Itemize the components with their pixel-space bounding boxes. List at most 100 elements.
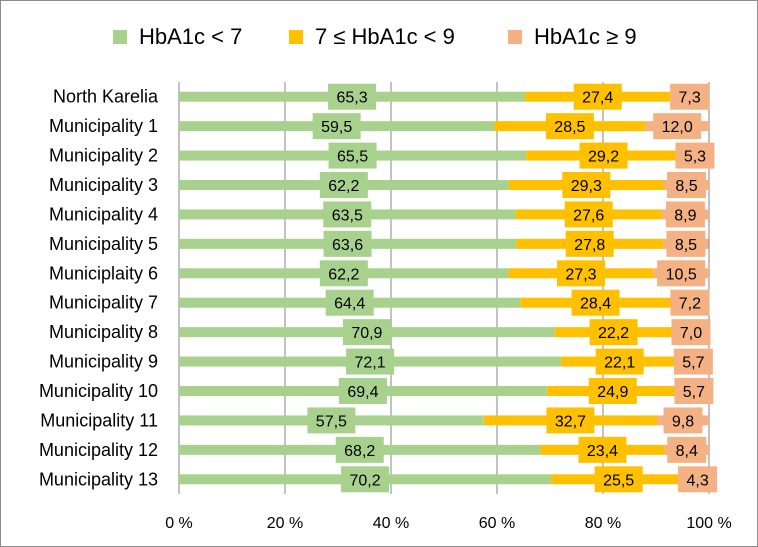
- data-label-box: [678, 466, 718, 493]
- data-label-box: [670, 289, 710, 316]
- category-label: Municipality 2: [49, 146, 158, 166]
- category-label: Municipality 1: [49, 116, 158, 136]
- legend: HbA1c < 7 7 ≤ HbA1c < 9 HbA1c ≥ 9: [113, 24, 637, 49]
- data-label: 8,5: [675, 178, 697, 195]
- category-label: Municipality 10: [39, 381, 158, 401]
- legend-label: HbA1c ≥ 9: [534, 24, 637, 49]
- data-label: 22,2: [598, 325, 629, 342]
- data-label-box: [328, 83, 377, 110]
- data-label: 8,4: [676, 443, 698, 460]
- data-label: 8,5: [675, 237, 697, 254]
- data-label: 27,4: [582, 90, 613, 107]
- data-label-box: [319, 260, 368, 287]
- data-label: 27,6: [573, 207, 604, 224]
- data-label: 24,9: [597, 384, 628, 401]
- data-label: 4,3: [686, 472, 708, 489]
- data-label: 68,2: [344, 443, 375, 460]
- data-label: 7,3: [679, 90, 701, 107]
- data-label-box: [573, 83, 622, 110]
- data-label-box: [564, 201, 613, 228]
- data-label-box: [325, 289, 374, 316]
- data-label-box: [346, 348, 395, 375]
- category-label: Municipality 5: [49, 234, 158, 254]
- x-tick-label: 60 %: [479, 515, 515, 532]
- data-label: 63,5: [332, 207, 363, 224]
- legend-label: HbA1c < 7: [139, 24, 242, 49]
- data-label-box: [673, 348, 713, 375]
- x-tick-label: 20 %: [267, 515, 303, 532]
- data-label: 8,9: [674, 207, 696, 224]
- data-label-box: [657, 260, 706, 287]
- data-label: 10,5: [666, 266, 697, 283]
- category-label: Municipality 4: [49, 204, 158, 224]
- category-labels: North Karelia Municipality 1 Municipality …: [39, 87, 159, 490]
- data-label: 69,4: [347, 384, 378, 401]
- data-label-box: [663, 407, 703, 434]
- data-label: 7,0: [680, 325, 702, 342]
- data-label: 70,2: [349, 472, 380, 489]
- data-label: 5,3: [684, 149, 706, 166]
- data-label-box: [653, 113, 702, 140]
- data-label: 29,2: [588, 149, 619, 166]
- data-label-box: [319, 172, 368, 198]
- data-label-box: [666, 172, 706, 198]
- category-label: Municipality 13: [39, 469, 158, 489]
- x-tick-labels: 0 % 20 % 40 % 60 % 80 % 100 %: [165, 515, 731, 532]
- data-label: 70,9: [351, 325, 382, 342]
- data-label: 12,0: [662, 119, 693, 136]
- data-label-box: [666, 230, 706, 257]
- data-label: 63,6: [332, 237, 363, 254]
- x-tick-label: 100 %: [686, 515, 731, 532]
- data-label-box: [589, 319, 638, 346]
- data-label: 27,3: [565, 266, 596, 283]
- data-label: 65,3: [336, 90, 367, 107]
- data-label-box: [674, 378, 714, 404]
- data-label: 5,7: [682, 355, 704, 372]
- data-label-box: [595, 348, 644, 375]
- data-label-box: [667, 436, 707, 463]
- category-label: Municipality 7: [49, 293, 158, 313]
- data-label: 22,1: [604, 355, 635, 372]
- category-label: Municipality 12: [39, 440, 158, 460]
- data-label: 62,2: [328, 266, 359, 283]
- data-label-box: [335, 436, 384, 463]
- data-label-box: [594, 466, 643, 493]
- bars: 65,3 27,4 7,3 59,5 28,5 12,0 65,5 29,2 5,3 62,2 29…: [179, 83, 718, 493]
- data-label-box: [579, 142, 628, 169]
- data-label: 72,1: [354, 355, 385, 372]
- data-label-box: [342, 319, 391, 346]
- legend-swatch: [113, 30, 127, 44]
- data-label: 32,7: [555, 413, 586, 430]
- data-label-box: [562, 172, 611, 198]
- x-tick-label: 40 %: [373, 515, 409, 532]
- data-label: 59,5: [321, 119, 352, 136]
- data-label: 64,4: [334, 296, 365, 313]
- data-label: 28,5: [554, 119, 585, 136]
- data-label-box: [588, 378, 637, 404]
- data-label-box: [307, 407, 356, 434]
- data-label-box: [665, 201, 705, 228]
- data-label-box: [670, 83, 710, 110]
- data-label: 7,2: [679, 296, 701, 313]
- x-tick-label: 80 %: [585, 515, 621, 532]
- data-label: 28,4: [580, 296, 611, 313]
- data-label-box: [578, 436, 627, 463]
- data-label: 9,8: [672, 413, 694, 430]
- data-label-box: [671, 319, 711, 346]
- data-label-box: [565, 230, 614, 257]
- data-label-box: [338, 378, 387, 404]
- data-label-box: [571, 289, 620, 316]
- data-label: 65,5: [337, 149, 368, 166]
- data-label: 57,5: [316, 413, 347, 430]
- legend-swatch: [289, 30, 303, 44]
- data-label-box: [323, 230, 372, 257]
- x-tick-label: 0 %: [165, 515, 193, 532]
- data-label: 23,4: [587, 443, 618, 460]
- grid: [178, 82, 710, 494]
- data-label: 29,3: [571, 178, 602, 195]
- data-label-box: [545, 113, 594, 140]
- data-label-box: [675, 142, 715, 169]
- data-label-box: [557, 260, 606, 287]
- category-label: Municipality 8: [49, 322, 158, 342]
